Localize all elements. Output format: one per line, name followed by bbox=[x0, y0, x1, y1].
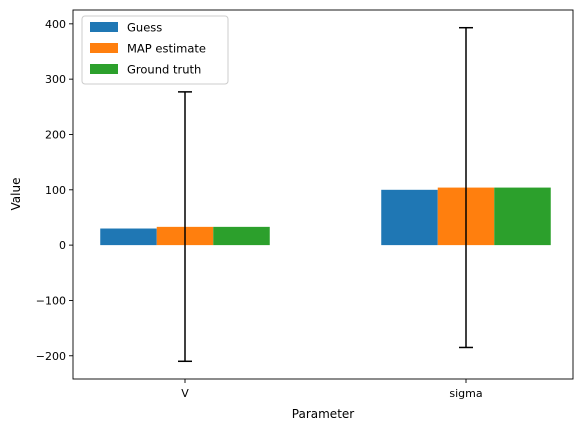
bars-layer bbox=[100, 187, 551, 246]
x-tick-label: V bbox=[181, 387, 189, 400]
legend-entry-label: Ground truth bbox=[127, 63, 201, 77]
y-axis: −200 −100 0 100 200 300 400 bbox=[36, 18, 73, 363]
bar-sigma-0 bbox=[381, 189, 438, 246]
x-tick-label: sigma bbox=[449, 387, 482, 400]
legend-entry-label: MAP estimate bbox=[127, 42, 206, 56]
y-tick-label: 200 bbox=[45, 128, 66, 141]
y-tick-label: −100 bbox=[36, 294, 66, 307]
x-axis-label: Parameter bbox=[292, 407, 354, 421]
legend-swatch bbox=[90, 22, 118, 32]
bar-V-0 bbox=[100, 228, 157, 246]
bar-V-2 bbox=[213, 226, 270, 246]
y-tick-label: 100 bbox=[45, 184, 66, 197]
legend: Guess MAP estimate Ground truth bbox=[81, 15, 229, 85]
bar-sigma-2 bbox=[494, 187, 551, 246]
legend-swatch bbox=[90, 64, 118, 74]
y-tick-label: 400 bbox=[45, 18, 66, 31]
y-tick-label: −200 bbox=[36, 350, 66, 363]
y-tick-label: 0 bbox=[59, 239, 66, 252]
legend-frame bbox=[81, 15, 229, 85]
y-tick-label: 300 bbox=[45, 73, 66, 86]
plot-frame bbox=[72, 9, 574, 380]
legend-swatch bbox=[90, 43, 118, 53]
error-bars-layer bbox=[178, 26, 473, 363]
legend-entry-label: Guess bbox=[127, 21, 162, 35]
y-axis-label: Value bbox=[9, 178, 23, 211]
